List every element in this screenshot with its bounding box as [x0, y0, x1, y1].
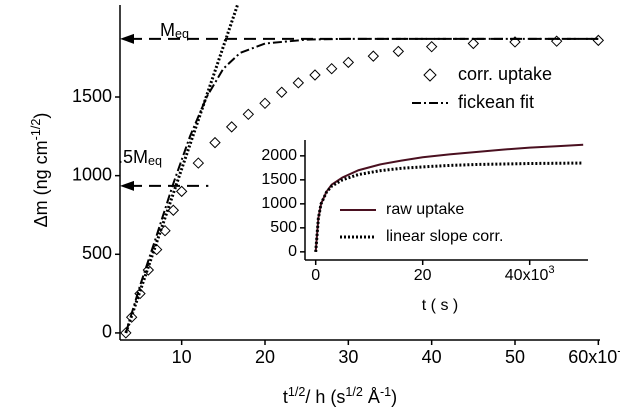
data-point [509, 36, 521, 48]
data-point [209, 136, 221, 149]
data-point [325, 62, 338, 75]
label-superscript: -1 [380, 385, 391, 399]
data-point [392, 45, 405, 58]
y-tick-label: 0 [288, 243, 297, 260]
tick-text: 40 [422, 347, 442, 367]
data-point [309, 69, 321, 81]
data-point [550, 35, 563, 47]
x-axis-label: t ( s ) [422, 297, 458, 314]
data-point [192, 157, 205, 169]
tick-text: 40x10 [505, 267, 549, 284]
data-point [367, 50, 380, 62]
x-tick-label: 40x103 [505, 264, 555, 284]
tick-text: 20 [414, 267, 432, 284]
x-tick-label: 50 [505, 347, 525, 367]
tick-text: 20 [255, 347, 275, 367]
label-text: .5M [118, 147, 148, 167]
label-text: / h (s [305, 387, 345, 407]
label-superscript: 1/2 [345, 385, 363, 399]
label-text: Å [363, 387, 380, 407]
label-superscript: 1/2 [288, 385, 306, 399]
y-tick-label: 1000 [72, 164, 112, 184]
data-point [467, 37, 480, 50]
label-text: M [160, 20, 175, 40]
y-tick-label: 0 [102, 322, 112, 342]
data-point [120, 327, 132, 339]
y-tick-label: 500 [82, 243, 112, 263]
inset-background [290, 128, 600, 318]
x-tick-label: 40 [422, 347, 442, 367]
x-tick-label: 20 [414, 267, 432, 284]
legend-label: linear slope corr. [386, 228, 503, 245]
data-point [242, 108, 255, 121]
y-tick-label: 1000 [261, 195, 297, 212]
label-subscript: eq [148, 154, 162, 168]
data-point [225, 121, 238, 133]
data-point [342, 56, 355, 69]
tick-exponent: 3 [548, 264, 554, 276]
tick-text: 30 [338, 347, 358, 367]
x-tick-label: 30 [338, 347, 358, 367]
data-line [124, 37, 599, 334]
data-point [592, 34, 605, 47]
tick-text: 10 [172, 347, 192, 367]
y-axis-label: Δm (ng cm-1/2) [29, 113, 51, 228]
x-tick-label: 60x10-3 [568, 344, 620, 367]
label-subscript: eq [175, 27, 189, 41]
reference-label: .5Meq [118, 147, 162, 168]
data-line [314, 161, 584, 252]
x-tick-label: 20 [255, 347, 275, 367]
label-text: t ( s ) [422, 297, 458, 314]
tick-text: 50 [505, 347, 525, 367]
tick-text: 0 [311, 267, 320, 284]
inset-plot: 0 500 1000 1500 2000 0 20 40x103 t ( s ) raw upta… [261, 140, 588, 314]
data-line [124, 4, 239, 334]
y-tick-label: 1500 [261, 171, 297, 188]
label-text: t [283, 387, 288, 407]
x-tick-label: 10 [172, 347, 192, 367]
legend-label: raw uptake [386, 201, 464, 218]
y-tick-label: 2000 [261, 147, 297, 164]
legend-label: corr. uptake [458, 64, 552, 84]
reference-label: Meq [160, 20, 189, 41]
data-point [134, 287, 146, 300]
y-tick-label: 500 [270, 219, 297, 236]
data-point [292, 77, 305, 89]
data-point [259, 97, 271, 110]
legend-label: fickean fit [458, 92, 534, 112]
y-tick-label: 1500 [72, 86, 112, 106]
label-text: ) [31, 113, 51, 119]
label-superscript: -1/2 [29, 119, 43, 141]
x-axis-label: t1/2/ h (s1/2 Å-1) [283, 385, 397, 407]
label-text: ) [391, 387, 397, 407]
legend-marker [423, 68, 437, 82]
arrow-head [120, 180, 134, 191]
x-tick-label: 0 [311, 267, 320, 284]
data-point [142, 264, 155, 276]
data-point [167, 204, 180, 216]
tick-text: 60x10 [568, 347, 617, 367]
data-line [314, 143, 584, 252]
data-point [175, 185, 188, 198]
data-point [125, 311, 138, 323]
data-point [425, 40, 438, 53]
data-point [275, 86, 288, 98]
label-text: Δm (ng cm [31, 140, 51, 227]
tick-exponent: -3 [617, 344, 620, 358]
arrow-head [120, 33, 134, 44]
